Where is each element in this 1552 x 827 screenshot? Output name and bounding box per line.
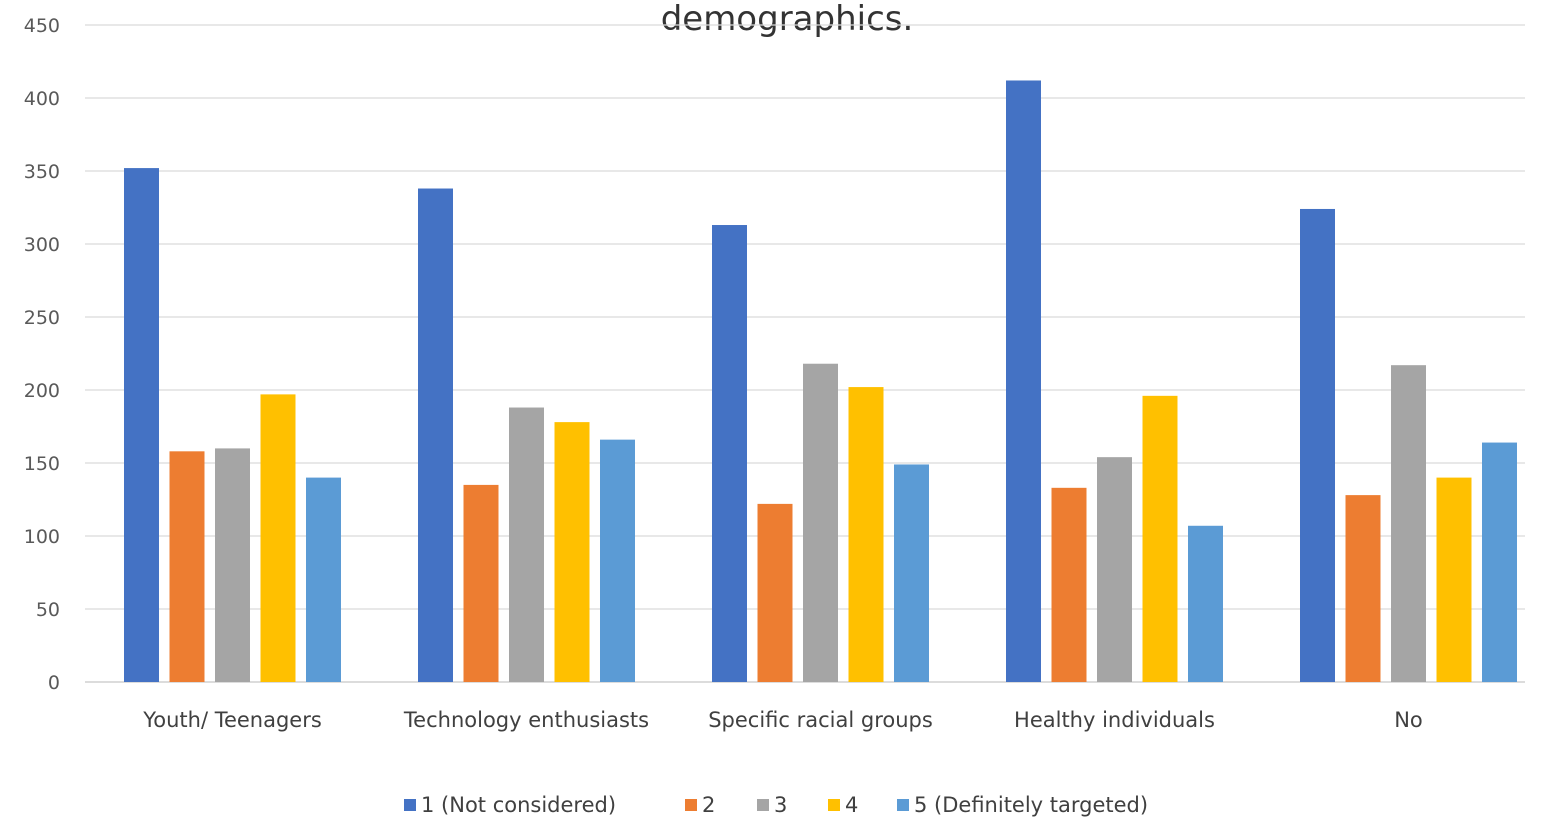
y-tick-label: 50 bbox=[36, 599, 60, 621]
y-tick-label: 450 bbox=[24, 15, 60, 37]
legend: 1 (Not considered) 2 3 4 5 (Definitely targe… bbox=[404, 793, 1148, 817]
bar-series bbox=[124, 80, 1517, 683]
legend-label: 4 bbox=[845, 793, 858, 817]
bar-3-1 bbox=[509, 407, 544, 682]
bar-5-0 bbox=[306, 477, 341, 682]
legend-label: 3 bbox=[774, 793, 787, 817]
bar-3-0 bbox=[215, 448, 250, 682]
legend-swatch bbox=[404, 799, 416, 811]
bar-2-3 bbox=[1051, 487, 1087, 682]
bar-2-4 bbox=[1345, 495, 1381, 682]
bar-4-1 bbox=[554, 422, 590, 682]
bar-1-1 bbox=[418, 188, 453, 682]
bar-4-0 bbox=[260, 394, 296, 682]
bar-5-1 bbox=[600, 439, 635, 682]
bar-2-1 bbox=[463, 484, 499, 682]
legend-swatch bbox=[757, 799, 769, 811]
bar-3-2 bbox=[803, 363, 838, 682]
legend-swatch bbox=[685, 799, 697, 811]
y-tick-label: 150 bbox=[24, 453, 60, 475]
category-label: Youth/ Teenagers bbox=[142, 708, 322, 732]
legend-label: 1 (Not considered) bbox=[421, 793, 616, 817]
category-label: Technology enthusiasts bbox=[403, 708, 649, 732]
chart-title: demographics. bbox=[661, 0, 914, 39]
bar-1-2 bbox=[712, 225, 747, 682]
bar-3-4 bbox=[1391, 365, 1426, 682]
bar-3-3 bbox=[1097, 457, 1132, 682]
legend-swatch bbox=[897, 799, 909, 811]
y-tick-label: 100 bbox=[24, 526, 60, 548]
bar-5-2 bbox=[894, 464, 929, 682]
x-axis-category-labels: Youth/ Teenagers Technology enthusiasts Sp… bbox=[142, 708, 1423, 732]
y-tick-label: 250 bbox=[24, 307, 60, 329]
bar-5-3 bbox=[1188, 525, 1223, 682]
y-tick-label: 350 bbox=[24, 161, 60, 183]
bar-5-4 bbox=[1482, 442, 1517, 682]
y-axis-tick-labels: 0 50 100 150 200 250 300 350 400 450 bbox=[24, 15, 60, 694]
bar-1-3 bbox=[1006, 80, 1041, 683]
legend-swatch bbox=[828, 799, 840, 811]
bar-2-0 bbox=[169, 451, 205, 682]
y-tick-label: 0 bbox=[48, 672, 60, 694]
bar-4-2 bbox=[848, 387, 884, 682]
bar-1-0 bbox=[124, 168, 159, 682]
bar-4-3 bbox=[1142, 395, 1178, 682]
category-label: No bbox=[1394, 708, 1423, 732]
bar-4-4 bbox=[1436, 477, 1472, 682]
y-tick-label: 300 bbox=[24, 234, 60, 256]
category-label: Specific racial groups bbox=[708, 708, 933, 732]
y-tick-label: 400 bbox=[24, 88, 60, 110]
category-label: Healthy individuals bbox=[1014, 708, 1215, 732]
bar-2-2 bbox=[757, 503, 793, 682]
y-tick-label: 200 bbox=[24, 380, 60, 402]
legend-label: 5 (Definitely targeted) bbox=[914, 793, 1148, 817]
legend-label: 2 bbox=[702, 793, 715, 817]
bar-1-4 bbox=[1300, 208, 1335, 682]
